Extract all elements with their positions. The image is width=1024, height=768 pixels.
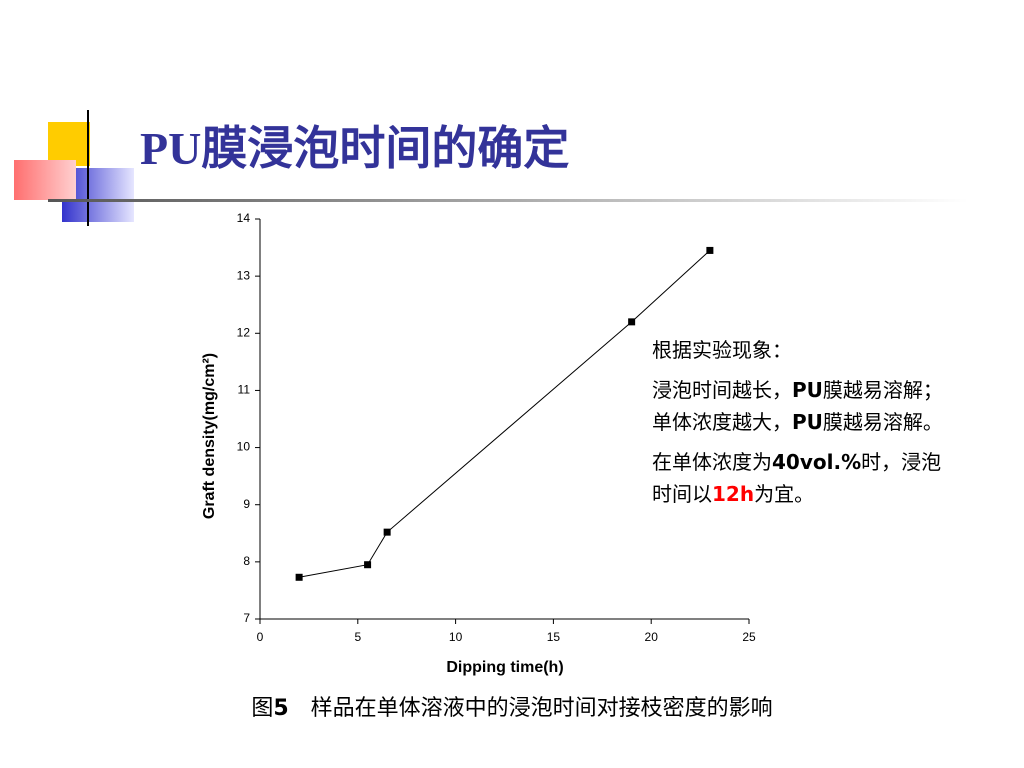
y-tick-label: 9 [243,497,250,511]
x-tick-label: 5 [354,630,361,644]
text-run: 在单体浓度为 [652,450,772,474]
data-line [299,250,711,578]
text-run: 时，浸泡时间以 [652,450,942,506]
caption: 图5 样品在单体溶液中的浸泡时间对接枝密度的影响 [0,690,1024,722]
x-tick-label: 15 [547,630,561,644]
decor [48,199,968,202]
x-tick-label: 0 [257,630,264,644]
text-run: 40vol.% [772,450,862,474]
text-run: 浸泡时间越长， [652,378,792,402]
x-tick-label: 25 [742,630,756,644]
y-tick-label: 11 [238,383,251,397]
text-run: 膜越易溶解；单体浓度越大， [652,378,943,434]
text-run: 膜越易溶解。 [822,410,943,434]
text-run: 5 [273,696,289,721]
y-tick-label: 8 [243,554,250,568]
y-tick-label: 13 [237,268,251,282]
decor [14,160,76,200]
data-point [295,573,303,581]
text-run: 根据实验现象： [652,338,792,362]
note-paragraph: 浸泡时间越长，PU膜越易溶解；单体浓度越大，PU膜越易溶解。 [652,374,957,438]
text-run: 样品在单体溶液中的浸泡时间对接枝密度的影响 [288,696,773,721]
y-tick-label: 7 [243,611,250,625]
text-run: 图 [251,696,274,721]
x-tick-label: 20 [645,630,659,644]
y-axis-label: Graft density(mg/cm²) [201,353,218,519]
text-run: PU [792,410,823,434]
slide-title: PU膜浸泡时间的确定 [140,123,570,174]
x-axis-label: Dipping time(h) [446,659,563,676]
y-tick-label: 10 [237,440,251,454]
decor [48,122,90,166]
data-point [706,246,714,254]
data-point [364,561,372,569]
y-tick-label: 14 [237,211,251,225]
text-run: 12h [712,482,755,506]
data-point [383,528,391,536]
text-run: 为宜。 [754,482,815,506]
note-paragraph: 在单体浓度为40vol.%时，浸泡时间以12h为宜。 [652,446,957,510]
notes: 根据实验现象： 浸泡时间越长，PU膜越易溶解；单体浓度越大，PU膜越易溶解。 在单体… [652,334,957,518]
note-paragraph: 根据实验现象： [652,334,957,366]
x-tick-label: 10 [449,630,463,644]
text-run: PU [792,378,823,402]
data-point [628,318,636,326]
y-tick-label: 12 [237,325,251,339]
